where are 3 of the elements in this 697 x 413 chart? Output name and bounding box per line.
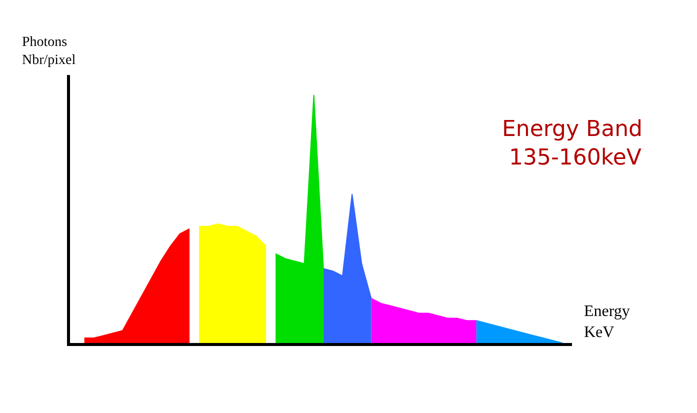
annotation: Energy Band 135-160keV (502, 117, 642, 171)
x-axis-title: Energy KeV (584, 303, 630, 341)
y-axis-title: Photons Nbr/pixel (22, 35, 76, 68)
